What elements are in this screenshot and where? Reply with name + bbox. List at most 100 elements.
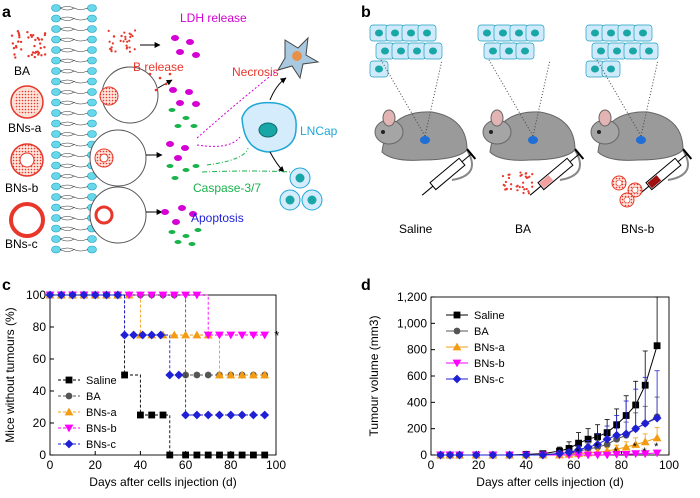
legend-item: Saline bbox=[446, 310, 505, 322]
data-point bbox=[215, 331, 224, 340]
series-saline bbox=[46, 291, 269, 459]
data-point bbox=[260, 331, 270, 340]
data-point bbox=[181, 291, 190, 300]
data-point bbox=[169, 330, 179, 339]
data-point bbox=[583, 442, 593, 452]
data-point bbox=[574, 445, 583, 455]
y-axis-label: Tumour volume (mm3) bbox=[367, 316, 381, 437]
y-tick-label: 60 bbox=[33, 352, 47, 366]
data-point bbox=[204, 451, 212, 459]
label-bns-c: BNs-c bbox=[5, 237, 38, 251]
mouse-group-bns-b: BNs-b bbox=[585, 24, 693, 236]
data-point bbox=[226, 370, 236, 379]
label-ldh-release: LDH release bbox=[180, 11, 247, 25]
ba-dot-icon bbox=[525, 187, 528, 191]
ba-dot-icon bbox=[510, 183, 513, 186]
data-point bbox=[593, 451, 602, 460]
series-line bbox=[50, 294, 265, 416]
mouse-icon bbox=[374, 109, 473, 181]
legend-marker bbox=[452, 342, 462, 351]
legend-marker bbox=[453, 311, 461, 319]
bns-b-icon bbox=[10, 143, 44, 177]
label-lncap: LNCap bbox=[300, 124, 338, 138]
released-species-icon bbox=[148, 35, 202, 246]
y-tick-label: 0 bbox=[420, 448, 427, 462]
legend-label: BNs-b bbox=[86, 423, 117, 435]
legend-label: BNs-a bbox=[474, 342, 505, 354]
data-point bbox=[612, 430, 622, 440]
data-point bbox=[147, 291, 157, 300]
data-point bbox=[165, 370, 175, 380]
plot-frame bbox=[430, 296, 670, 456]
label-ba: BA bbox=[14, 64, 30, 78]
data-point bbox=[138, 330, 148, 340]
data-point bbox=[640, 419, 650, 428]
legend-label: BA bbox=[86, 391, 101, 403]
legend-item: BA bbox=[58, 391, 101, 403]
data-point bbox=[602, 451, 612, 460]
legend-marker bbox=[452, 374, 462, 384]
data-point bbox=[215, 410, 224, 420]
data-point bbox=[652, 413, 662, 423]
data-point bbox=[621, 442, 631, 451]
group-label-ba: BA bbox=[515, 222, 531, 236]
data-point bbox=[147, 330, 157, 340]
data-point bbox=[203, 331, 213, 340]
data-point bbox=[166, 451, 174, 459]
lncap-cell-icon bbox=[241, 101, 297, 153]
x-tick-label: 40 bbox=[520, 458, 534, 472]
y-tick-label: 1,000 bbox=[397, 316, 427, 330]
legend-label: Saline bbox=[86, 375, 117, 387]
ba-dot-icon bbox=[516, 184, 519, 187]
ba-dot-icon bbox=[505, 188, 508, 191]
panel-b: b Saline BA BNs-b bbox=[361, 4, 693, 236]
data-point bbox=[640, 437, 650, 446]
data-point bbox=[159, 411, 167, 419]
panel-c-letter: c bbox=[2, 277, 11, 294]
ba-dot-icon bbox=[507, 176, 511, 180]
data-point bbox=[193, 451, 201, 459]
data-point bbox=[226, 410, 236, 420]
panel-d: d 0 20 40 60 80 100 0 200 400 600 800 1,000 1,200 Day… bbox=[361, 277, 679, 489]
data-point bbox=[652, 433, 662, 442]
x-tick-label: 60 bbox=[567, 458, 581, 472]
y-tick-label: 0 bbox=[39, 448, 46, 462]
x-tick-label: 100 bbox=[659, 458, 679, 472]
data-point bbox=[158, 291, 168, 300]
legend: Saline BA BNs-a BNs-b BNs-c bbox=[446, 310, 505, 386]
data-point bbox=[538, 450, 548, 460]
data-point bbox=[216, 451, 223, 459]
data-point bbox=[192, 330, 202, 339]
legend-marker bbox=[65, 392, 73, 400]
apoptotic-cells-icon bbox=[279, 167, 323, 211]
significance-star: * bbox=[274, 328, 279, 343]
data-point bbox=[227, 451, 235, 459]
data-point bbox=[631, 424, 641, 434]
mouse-group-saline: Saline bbox=[369, 24, 477, 236]
significance-star: * bbox=[654, 441, 659, 453]
ba-dot-icon bbox=[523, 188, 526, 191]
legend-marker bbox=[452, 359, 462, 368]
data-point bbox=[174, 370, 184, 380]
group-label-bns-b: BNs-b bbox=[621, 222, 655, 236]
legend-marker bbox=[453, 327, 461, 335]
data-point bbox=[250, 451, 257, 459]
legend-item: BNs-b bbox=[446, 358, 505, 370]
x-tick-label: 0 bbox=[47, 458, 54, 472]
y-tick-label: 200 bbox=[407, 422, 427, 436]
label-bns-b: BNs-b bbox=[5, 181, 39, 195]
ba-dot-icon bbox=[531, 185, 534, 188]
data-point bbox=[121, 371, 128, 379]
series-line bbox=[440, 345, 658, 456]
legend-marker bbox=[64, 407, 74, 416]
data-point bbox=[574, 451, 583, 460]
y-tick-label: 80 bbox=[33, 320, 47, 334]
tumour-cells-icon bbox=[585, 24, 659, 78]
ba-dot-icon bbox=[504, 180, 508, 184]
data-point bbox=[182, 451, 189, 459]
syringe-icon bbox=[421, 148, 477, 196]
ba-dot-icon bbox=[503, 184, 506, 187]
data-point bbox=[575, 439, 582, 447]
data-point bbox=[584, 435, 592, 443]
x-axis-label: Days after cells injection (d) bbox=[476, 475, 623, 489]
